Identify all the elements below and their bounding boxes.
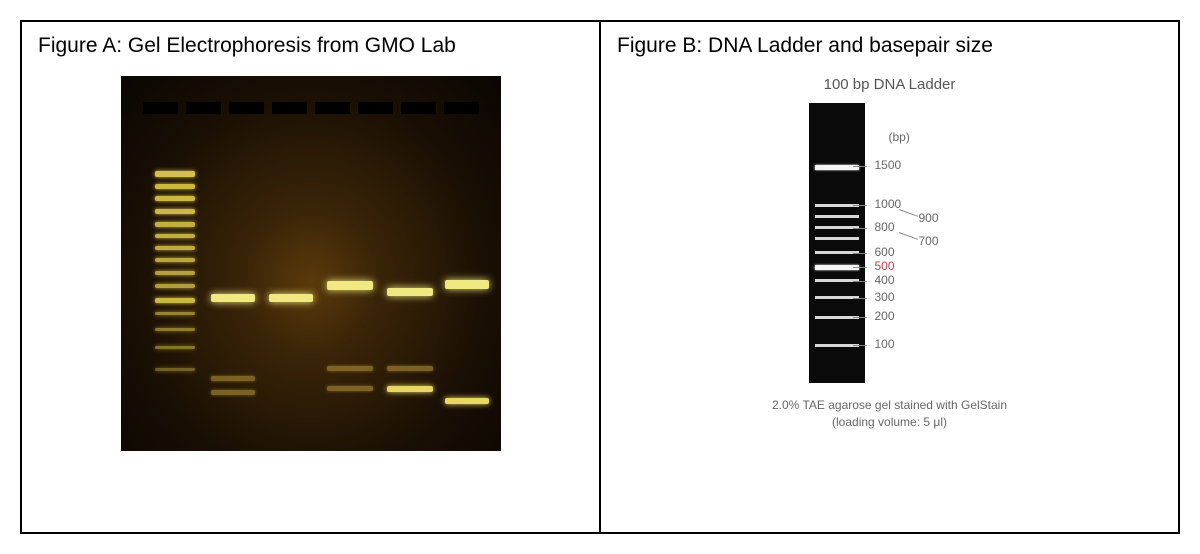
- ladder-diagonal: [898, 232, 917, 240]
- ladder-tick: [853, 298, 867, 299]
- gel-band: [211, 390, 255, 395]
- gel-band: [211, 376, 255, 381]
- figure-container: Figure A: Gel Electrophoresis from GMO L…: [20, 20, 1180, 534]
- gel-band: [327, 386, 373, 391]
- gel-lane-sample2: [265, 76, 317, 451]
- gel-band: [155, 328, 195, 331]
- ladder-tick: [853, 345, 867, 346]
- gel-band: [155, 171, 195, 177]
- ladder-label-600: 600: [875, 246, 895, 258]
- gel-band: [155, 234, 195, 238]
- ladder-tick: [853, 228, 867, 229]
- ladder-label-1500: 1500: [875, 159, 902, 171]
- gel-band: [155, 246, 195, 250]
- ladder-diagonal: [898, 209, 917, 217]
- ladder-labels: (bp) 1500 1000 900 800 700 600 500 400 300 200 100: [871, 103, 971, 383]
- gel-band: [155, 298, 195, 303]
- gel-band: [155, 196, 195, 201]
- ladder-label-300: 300: [875, 291, 895, 303]
- gel-electrophoresis-image: [121, 76, 501, 451]
- ladder-label-100: 100: [875, 338, 895, 350]
- ladder-caption-1: 2.0% TAE agarose gel stained with GelSta…: [700, 397, 1080, 414]
- ladder-band-900: [815, 215, 859, 218]
- gel-band: [445, 398, 489, 404]
- gel-band: [155, 258, 195, 262]
- ladder-tick: [853, 317, 867, 318]
- gel-band: [269, 294, 313, 302]
- gel-band: [155, 368, 195, 371]
- gel-band: [155, 184, 195, 189]
- figure-b-panel: Figure B: DNA Ladder and basepair size 1…: [601, 22, 1178, 532]
- gel-band: [445, 280, 489, 289]
- ladder-label-1000: 1000: [875, 198, 902, 210]
- ladder-tick: [853, 267, 867, 268]
- gel-lane-sample5: [441, 76, 493, 451]
- bp-header: (bp): [889, 131, 910, 143]
- gel-band: [155, 312, 195, 315]
- gel-band: [155, 284, 195, 288]
- ladder-tick: [853, 253, 867, 254]
- ladder-tick: [853, 281, 867, 282]
- ladder-wrap: (bp) 1500 1000 900 800 700 600 500 400 300 200 100: [700, 103, 1080, 383]
- ladder-label-400: 400: [875, 274, 895, 286]
- figure-a-panel: Figure A: Gel Electrophoresis from GMO L…: [22, 22, 601, 532]
- ladder-tick: [853, 205, 867, 206]
- gel-band: [155, 222, 195, 227]
- ladder-caption-2: (loading volume: 5 μl): [700, 414, 1080, 431]
- ladder-gel-lane: [809, 103, 865, 383]
- ladder-label-900: 900: [919, 212, 939, 224]
- gel-band: [155, 271, 195, 275]
- ladder-band-700: [815, 237, 859, 240]
- ladder-label-200: 200: [875, 310, 895, 322]
- ladder-label-700: 700: [919, 235, 939, 247]
- gel-band: [387, 386, 433, 392]
- gel-band: [211, 294, 255, 302]
- gel-lane-sample4: [383, 76, 437, 451]
- figure-a-title: Figure A: Gel Electrophoresis from GMO L…: [38, 34, 583, 58]
- gel-band: [327, 366, 373, 371]
- ladder-label-800: 800: [875, 221, 895, 233]
- ladder-tick: [853, 166, 867, 167]
- gel-band: [387, 366, 433, 371]
- gel-band: [387, 288, 433, 296]
- dna-ladder-figure: 100 bp DNA Ladder (bp) 1500 1000 900 800 700…: [700, 76, 1080, 431]
- gel-lane-sample1: [207, 76, 259, 451]
- gel-lane-sample3: [323, 76, 377, 451]
- gel-band: [155, 346, 195, 349]
- gel-band: [327, 281, 373, 290]
- ladder-title: 100 bp DNA Ladder: [700, 76, 1080, 93]
- figure-b-title: Figure B: DNA Ladder and basepair size: [617, 34, 1162, 58]
- gel-band: [155, 209, 195, 214]
- gel-lane-ladder: [151, 76, 199, 451]
- ladder-label-500: 500: [875, 260, 895, 272]
